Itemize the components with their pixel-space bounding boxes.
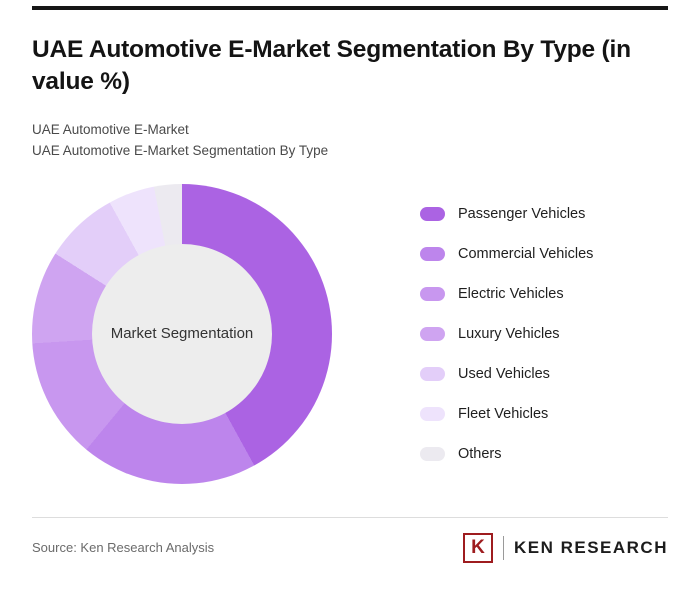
legend-item: Passenger Vehicles (420, 206, 593, 222)
footer: Source: Ken Research Analysis K KEN RESE… (32, 532, 668, 563)
legend-swatch (420, 326, 445, 341)
logo-wordmark: KEN RESEARCH (513, 537, 668, 557)
chart-subtitle: UAE Automotive E-Market UAE Automotive E… (32, 119, 668, 162)
legend-item: Others (420, 446, 593, 462)
subtitle-line-2: UAE Automotive E-Market Segmentation By … (32, 143, 329, 159)
page-title: UAE Automotive E-Market Segmentation By … (32, 36, 631, 96)
top-accent-rule (32, 6, 668, 10)
legend-label: Passenger Vehicles (458, 205, 586, 222)
donut-center-label: Market Segmentation (110, 325, 254, 343)
legend-label: Fleet Vehicles (458, 405, 549, 422)
logo-separator (502, 535, 504, 560)
chart-legend: Passenger Vehicles Commercial Vehicles Ele… (420, 206, 593, 462)
legend-item: Commercial Vehicles (420, 246, 593, 262)
legend-label: Commercial Vehicles (458, 245, 594, 262)
source-note: Source: Ken Research Analysis (32, 540, 215, 556)
legend-item: Used Vehicles (420, 366, 593, 382)
footer-divider (32, 516, 668, 518)
legend-swatch (420, 246, 445, 261)
legend-swatch (420, 286, 445, 301)
logo-k-emblem: K (462, 532, 493, 563)
legend-label: Luxury Vehicles (458, 325, 560, 342)
legend-item: Fleet Vehicles (420, 406, 593, 422)
donut-chart: Market Segmentation (32, 183, 332, 484)
legend-label: Others (458, 445, 502, 462)
legend-item: Electric Vehicles (420, 286, 593, 302)
chart-area: Market Segmentation Passenger Vehicles Co… (32, 183, 668, 484)
legend-swatch (420, 366, 445, 381)
legend-swatch (420, 406, 445, 421)
subtitle-line-1: UAE Automotive E-Market (32, 121, 189, 137)
donut-hole: Market Segmentation (92, 243, 272, 424)
ken-research-logo: K KEN RESEARCH (462, 532, 668, 563)
logo-letter: K (471, 536, 485, 558)
legend-label: Used Vehicles (458, 365, 550, 382)
legend-swatch (420, 446, 445, 461)
legend-label: Electric Vehicles (458, 285, 564, 302)
legend-swatch (420, 206, 445, 221)
legend-item: Luxury Vehicles (420, 326, 593, 342)
